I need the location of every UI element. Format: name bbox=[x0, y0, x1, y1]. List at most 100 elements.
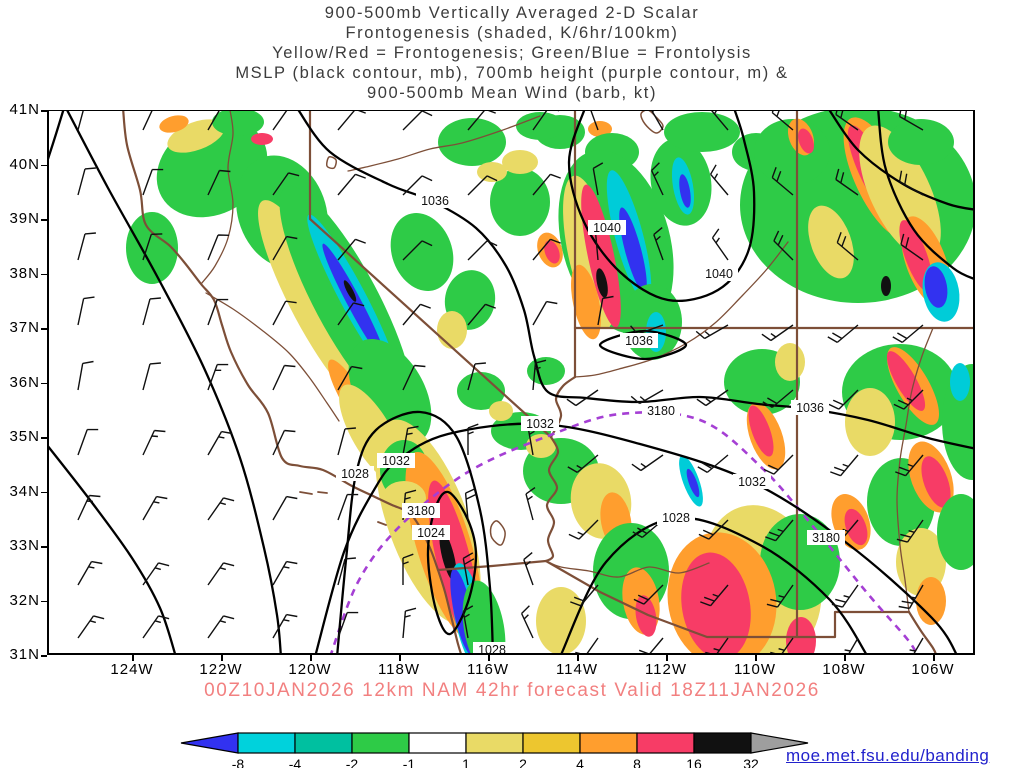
shading-layer bbox=[126, 110, 975, 655]
wind-barb bbox=[895, 454, 924, 477]
contour-label-box bbox=[700, 266, 738, 281]
shaded-region bbox=[808, 205, 854, 279]
wind-barb bbox=[142, 615, 170, 639]
wind-barb bbox=[207, 562, 235, 586]
wind-barb bbox=[402, 607, 417, 639]
wind-barb bbox=[77, 296, 95, 326]
lat-tick-label: 36N bbox=[9, 373, 40, 391]
wind-barb bbox=[467, 175, 498, 196]
wind-barb bbox=[827, 324, 859, 344]
lat-tick bbox=[41, 328, 47, 330]
wind-barb bbox=[650, 162, 664, 196]
contour-label-box bbox=[642, 403, 680, 418]
colorbar-segment bbox=[351, 732, 410, 754]
channel-island-3 bbox=[377, 521, 387, 526]
lat-tick-label: 34N bbox=[9, 482, 40, 500]
contour-label-box bbox=[402, 503, 440, 518]
wind-barb bbox=[337, 493, 359, 521]
shaded-region bbox=[526, 434, 556, 458]
wind-barb bbox=[337, 611, 359, 639]
contour-label: 3180 bbox=[812, 531, 840, 545]
shaded-region bbox=[390, 213, 454, 291]
shaded-region bbox=[212, 110, 264, 136]
wind-barb bbox=[467, 423, 479, 455]
shaded-region bbox=[916, 577, 946, 625]
contour-label-box bbox=[377, 453, 415, 468]
wind-barb bbox=[272, 560, 298, 586]
wind-barb bbox=[337, 238, 366, 261]
wind-barb bbox=[337, 557, 356, 586]
title-line-4: MSLP (black contour, mb), 700mb height (… bbox=[235, 64, 789, 82]
wind-barb bbox=[761, 324, 794, 342]
shaded-region bbox=[619, 207, 647, 293]
lon-tick bbox=[933, 655, 935, 661]
wind-barb bbox=[337, 427, 356, 456]
shaded-region bbox=[536, 587, 586, 655]
wind-barb bbox=[520, 605, 534, 639]
wind-barb bbox=[337, 173, 366, 196]
wind-barb bbox=[77, 167, 96, 196]
shaded-region bbox=[457, 372, 505, 410]
lon-tick-label: 112W bbox=[644, 661, 688, 678]
shaded-region bbox=[596, 268, 608, 298]
shaded-region bbox=[937, 494, 975, 570]
colorbar-segment bbox=[693, 732, 752, 754]
colorbar-segment bbox=[237, 732, 296, 754]
shaded-region bbox=[844, 508, 868, 546]
contour-label: 1040 bbox=[593, 221, 621, 235]
lat-tick bbox=[41, 219, 47, 221]
lat-tick bbox=[41, 546, 47, 548]
salton-sea bbox=[489, 520, 506, 546]
lat-tick bbox=[41, 600, 47, 602]
shaded-region bbox=[588, 121, 612, 137]
wind-barb bbox=[892, 324, 924, 344]
wind-barb bbox=[462, 605, 474, 639]
lon-tick bbox=[488, 655, 490, 661]
wind-barb bbox=[207, 430, 233, 456]
shaded-region bbox=[489, 401, 513, 421]
wind-barb bbox=[766, 584, 794, 608]
contour-label: 1028 bbox=[341, 467, 369, 481]
shaded-region bbox=[438, 118, 506, 166]
mslp-contour-1032 bbox=[47, 443, 177, 655]
mslp-contour-1028 bbox=[559, 516, 869, 655]
wind-barb bbox=[836, 232, 859, 261]
wind-barb bbox=[467, 362, 486, 391]
wind-barb bbox=[467, 110, 496, 131]
shaded-region bbox=[921, 456, 951, 508]
contour-label: 3180 bbox=[647, 404, 675, 418]
contour-label-box bbox=[588, 220, 626, 235]
wind-barb bbox=[630, 324, 664, 335]
shaded-region bbox=[437, 311, 467, 349]
wind-barb bbox=[272, 172, 300, 196]
mslp-contour-1036 bbox=[47, 110, 65, 164]
wind-barb bbox=[568, 519, 599, 540]
lat-tick-label: 39N bbox=[9, 210, 40, 227]
lat-tick-label: 35N bbox=[9, 428, 40, 445]
wind-barb bbox=[77, 360, 94, 391]
wind-barb bbox=[532, 238, 561, 261]
wind-barb bbox=[828, 389, 859, 410]
contour-label-box bbox=[412, 525, 450, 540]
colorbar-segment bbox=[522, 732, 581, 754]
shaded-region bbox=[679, 174, 691, 208]
contour-label-box bbox=[807, 530, 845, 545]
wind-barb bbox=[464, 487, 477, 521]
wind-barb bbox=[142, 562, 170, 586]
contour-label: 1032 bbox=[526, 417, 554, 431]
wind-barb bbox=[633, 584, 664, 605]
title-line-1: 900-500mb Vertically Averaged 2-D Scalar bbox=[324, 4, 700, 22]
ca-nv-border bbox=[308, 110, 553, 439]
rio-grande-river bbox=[896, 327, 934, 613]
colorbar-tick-label: -1 bbox=[403, 756, 416, 768]
shaded-region bbox=[544, 240, 560, 264]
source-link[interactable]: moe.met.fsu.edu/banding bbox=[786, 746, 990, 765]
wind-barb bbox=[272, 429, 296, 456]
shaded-region bbox=[159, 115, 189, 133]
lat-tick bbox=[41, 382, 47, 384]
plot-frame bbox=[47, 110, 975, 655]
shaded-region bbox=[686, 468, 700, 498]
wind-barb bbox=[402, 240, 433, 261]
shaded-region bbox=[664, 112, 740, 152]
wind-barb bbox=[630, 389, 664, 405]
